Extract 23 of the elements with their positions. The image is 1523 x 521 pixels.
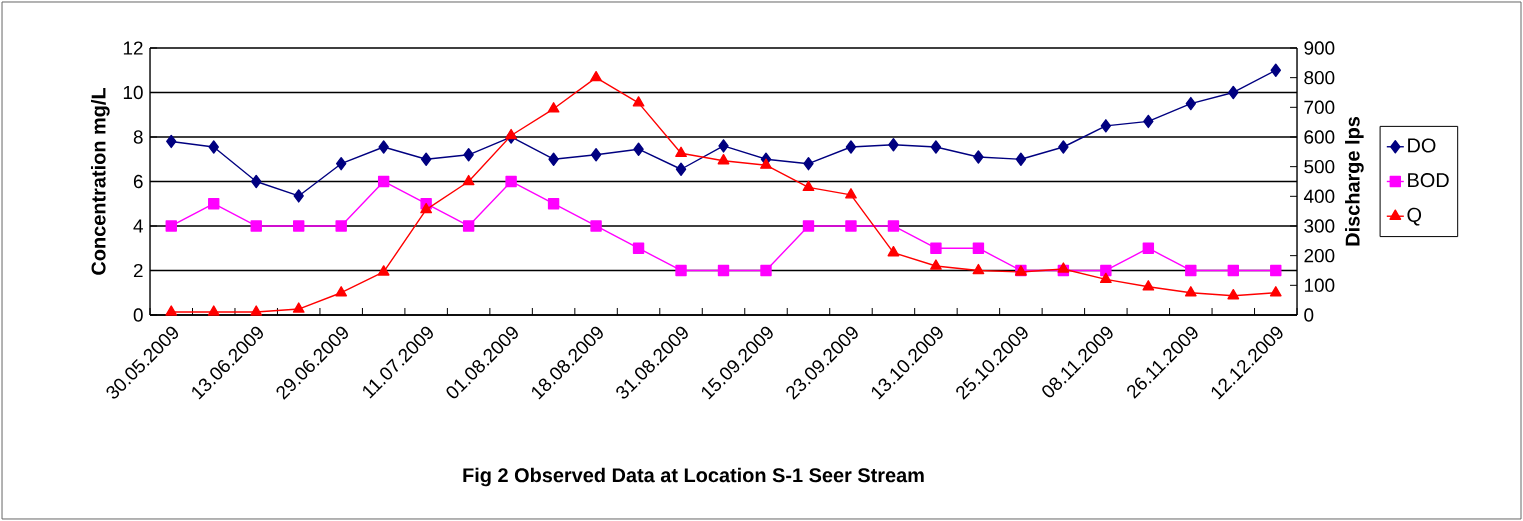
- legend-label: BOD: [1408, 173, 1449, 188]
- y2-tick-label: 300: [1304, 219, 1335, 233]
- text: Fig 2 Observed Data at Location S-1 Seer Stream: [463, 467, 924, 487]
- y2-tick-label: 800: [1304, 70, 1335, 85]
- y-tick-label: 2: [133, 263, 143, 278]
- y-tick-label: 8: [133, 130, 143, 144]
- y-tick-label: 6: [133, 174, 143, 189]
- y-tick-label: 0: [133, 308, 143, 322]
- y2-tick-label: 100: [1304, 278, 1335, 293]
- y2-tick-label: 900: [1304, 41, 1335, 55]
- y2-tick-label: 600: [1304, 130, 1335, 144]
- y2-tick-label: 0: [1304, 308, 1314, 322]
- y-tick-label: 4: [133, 219, 143, 233]
- y2-tick-label: 500: [1304, 159, 1335, 174]
- legend-label: DO: [1408, 138, 1436, 153]
- legend-label: Q: [1407, 207, 1422, 226]
- y2-tick-label: 700: [1304, 100, 1335, 115]
- y2-tick-label: 400: [1303, 189, 1335, 204]
- y2-axis-title: Discharge lps: [1345, 116, 1364, 246]
- y2-tick-label: 200: [1304, 248, 1335, 263]
- y-tick-label: 12: [123, 41, 143, 55]
- y-axis-title: Concentration mg/L: [90, 88, 110, 275]
- y-tick-label: 10: [123, 85, 143, 100]
